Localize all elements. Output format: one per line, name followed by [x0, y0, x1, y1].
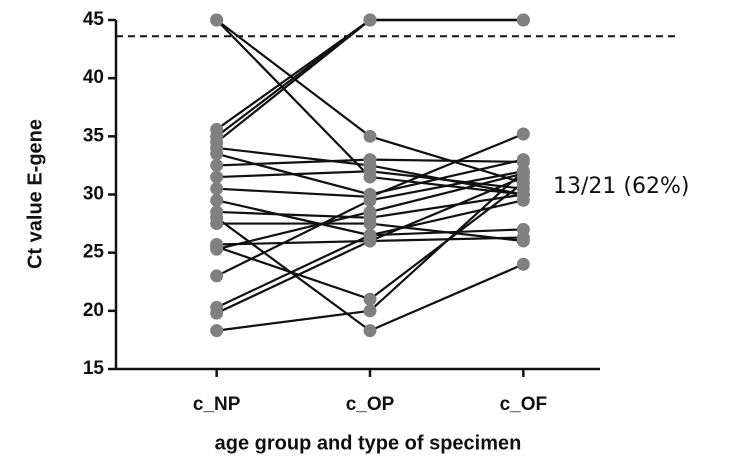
data-point: [210, 193, 224, 207]
data-point: [363, 129, 377, 143]
data-point: [210, 170, 224, 184]
data-point: [363, 217, 377, 231]
data-point: [210, 269, 224, 283]
data-point: [516, 257, 530, 271]
data-point: [516, 164, 530, 178]
data-point: [516, 193, 530, 207]
data-point: [210, 182, 224, 196]
data-point: [210, 147, 224, 161]
data-point: [210, 324, 224, 338]
subject-line: [216, 18, 524, 138]
data-point: [210, 13, 224, 27]
data-point: [363, 164, 377, 178]
y-tick-label: 20: [83, 300, 104, 321]
x-tick-label: c_OF: [500, 394, 548, 415]
data-point: [516, 231, 530, 245]
y-tick-label: 45: [83, 9, 105, 30]
data-point: [363, 324, 377, 338]
y-tick-label: 40: [83, 67, 104, 88]
data-point: [516, 155, 530, 169]
subject-line: [215, 18, 524, 144]
data-point: [210, 158, 224, 172]
data-point: [210, 306, 224, 320]
annotation: 13/21 (62%): [553, 174, 689, 199]
data-point: [363, 292, 377, 306]
x-tick-label: c_OP: [346, 394, 395, 415]
data-point: [363, 205, 377, 219]
data-point: [516, 176, 530, 190]
data-point: [363, 304, 377, 318]
data-point: [210, 240, 224, 254]
data-point: [363, 153, 377, 167]
data-point: [210, 211, 224, 225]
data-point: [363, 234, 377, 248]
y-axis-label: Ct value E-gene: [24, 119, 46, 269]
y-tick-label: 35: [83, 125, 105, 146]
data-point: [363, 193, 377, 207]
y-tick-label: 30: [83, 184, 104, 205]
data-point: [363, 13, 377, 27]
data-point: [516, 127, 530, 141]
y-tick-label: 15: [83, 358, 105, 379]
y-tick-label: 25: [83, 242, 105, 263]
x-axis-label: age group and type of specimen: [215, 432, 522, 454]
data-point: [516, 13, 530, 27]
x-tick-label: c_NP: [193, 394, 241, 415]
